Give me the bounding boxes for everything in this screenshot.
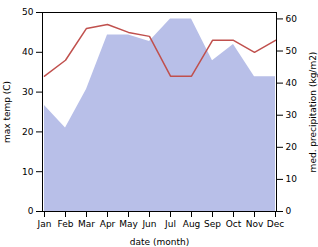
svg-text:40: 40 [286,78,298,88]
svg-text:Feb: Feb [58,219,74,229]
svg-text:0: 0 [28,206,34,216]
svg-text:0: 0 [286,206,292,216]
svg-text:Oct: Oct [226,219,242,229]
svg-text:50: 50 [22,7,34,17]
svg-text:40: 40 [22,47,34,57]
svg-text:10: 10 [22,167,34,177]
svg-text:Aug: Aug [183,219,201,229]
svg-text:10: 10 [286,174,298,184]
svg-text:med. precipitation (kg/m2): med. precipitation (kg/m2) [308,52,318,173]
svg-text:50: 50 [286,46,298,56]
svg-text:30: 30 [22,87,34,97]
svg-text:Mar: Mar [78,219,95,229]
svg-text:20: 20 [286,142,298,152]
svg-text:60: 60 [286,14,298,24]
svg-text:Jun: Jun [141,219,156,229]
svg-text:date (month): date (month) [130,237,189,247]
svg-text:20: 20 [22,127,34,137]
svg-text:Dec: Dec [267,219,284,229]
svg-text:30: 30 [286,110,298,120]
svg-text:Apr: Apr [100,219,116,229]
svg-text:max temp (C): max temp (C) [2,81,12,143]
svg-text:Jul: Jul [164,219,176,229]
svg-text:Sep: Sep [204,219,221,229]
svg-text:May: May [119,219,138,229]
svg-text:Jan: Jan [37,219,52,229]
svg-text:Nov: Nov [246,219,264,229]
